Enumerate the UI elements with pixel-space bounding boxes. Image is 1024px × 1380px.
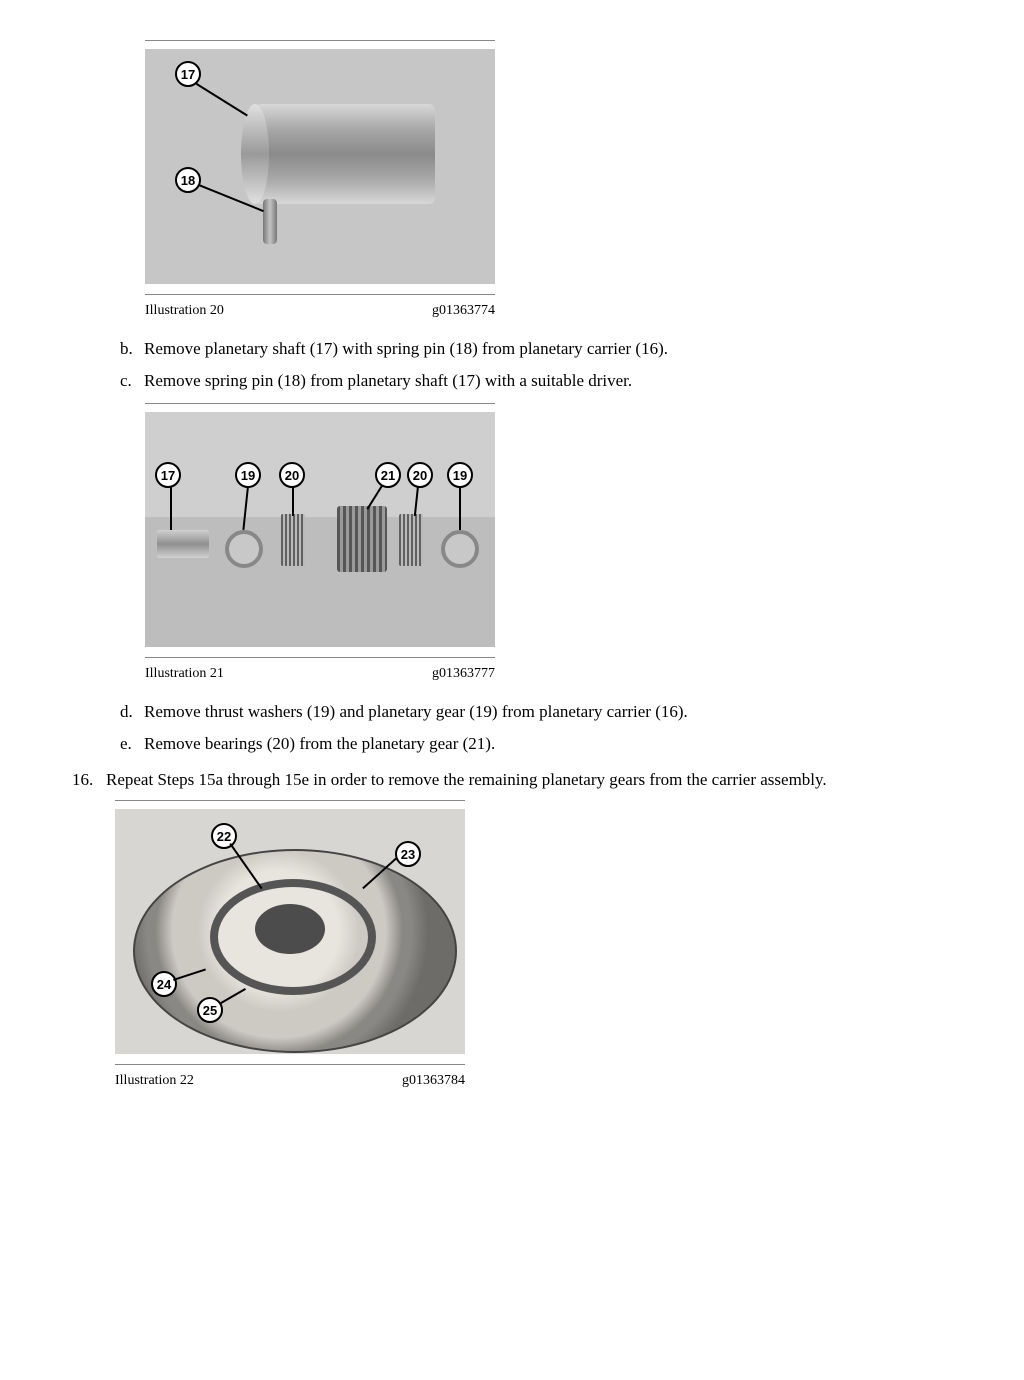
figure-rule [145, 40, 495, 41]
shaft-graphic [255, 104, 435, 204]
callout-20-icon: 20 [407, 462, 433, 488]
illustration-code: g01363777 [432, 666, 495, 682]
callout-24-icon: 24 [151, 971, 177, 997]
step-marker: e. [120, 734, 144, 754]
step-marker: c. [120, 371, 144, 391]
callout-18-icon: 18 [175, 167, 201, 193]
washer-part-graphic [225, 530, 263, 568]
illustration-code: g01363784 [402, 1073, 465, 1089]
gear-part-graphic [337, 506, 387, 572]
illustration-22-caption: Illustration 22 g01363784 [115, 1073, 465, 1089]
step-16: 16. Repeat Steps 15a through 15e in orde… [72, 770, 974, 790]
step-text: Repeat Steps 15a through 15e in order to… [106, 770, 827, 790]
callout-line [414, 486, 419, 516]
step-b: b. Remove planetary shaft (17) with spri… [120, 339, 974, 359]
callout-19-icon: 19 [235, 462, 261, 488]
callout-line [170, 486, 172, 530]
step-text: Remove thrust washers (19) and planetary… [144, 702, 688, 722]
bearing-part-graphic [399, 514, 423, 566]
illustration-code: g01363774 [432, 303, 495, 319]
illustration-21-image: 17 19 20 21 20 19 [145, 412, 495, 647]
callout-23-icon: 23 [395, 841, 421, 867]
step-c: c. Remove spring pin (18) from planetary… [120, 371, 974, 391]
callout-17-icon: 17 [155, 462, 181, 488]
step-d: d. Remove thrust washers (19) and planet… [120, 702, 974, 722]
illustration-20-block: 17 18 Illustration 20 g01363774 [145, 40, 525, 319]
step-marker: b. [120, 339, 144, 359]
step-text: Remove spring pin (18) from planetary sh… [144, 371, 632, 391]
step-marker: 16. [72, 770, 106, 790]
callout-line [292, 486, 294, 516]
step-e: e. Remove bearings (20) from the planeta… [120, 734, 974, 754]
figure-rule [115, 800, 465, 801]
shaft-end-cap [241, 104, 269, 204]
step-text: Remove bearings (20) from the planetary … [144, 734, 495, 754]
figure-rule [145, 403, 495, 404]
illustration-label: Illustration 20 [145, 303, 224, 319]
step-marker: d. [120, 702, 144, 722]
illustration-label: Illustration 21 [145, 666, 224, 682]
bearing-part-graphic [281, 514, 305, 566]
figure-rule [115, 1064, 465, 1065]
illustration-21-caption: Illustration 21 g01363777 [145, 666, 495, 682]
spring-pin-graphic [263, 199, 277, 244]
carrier-hub-graphic [255, 904, 325, 954]
callout-line [459, 486, 461, 530]
shaft-part-graphic [157, 530, 209, 558]
callout-19-icon: 19 [447, 462, 473, 488]
illustration-20-caption: Illustration 20 g01363774 [145, 303, 495, 319]
illustration-21-block: 17 19 20 21 20 19 Illustration 21 g01363… [145, 403, 525, 682]
callout-25-icon: 25 [197, 997, 223, 1023]
callout-line [196, 83, 248, 116]
washer-part-graphic [441, 530, 479, 568]
callout-20-icon: 20 [279, 462, 305, 488]
figure-rule [145, 657, 495, 658]
step-text: Remove planetary shaft (17) with spring … [144, 339, 668, 359]
illustration-20-image: 17 18 [145, 49, 495, 284]
callout-21-icon: 21 [375, 462, 401, 488]
illustration-22-block: 22 23 24 25 Illustration 22 g01363784 [115, 800, 495, 1089]
illustration-label: Illustration 22 [115, 1073, 194, 1089]
figure-rule [145, 294, 495, 295]
illustration-22-image: 22 23 24 25 [115, 809, 465, 1054]
